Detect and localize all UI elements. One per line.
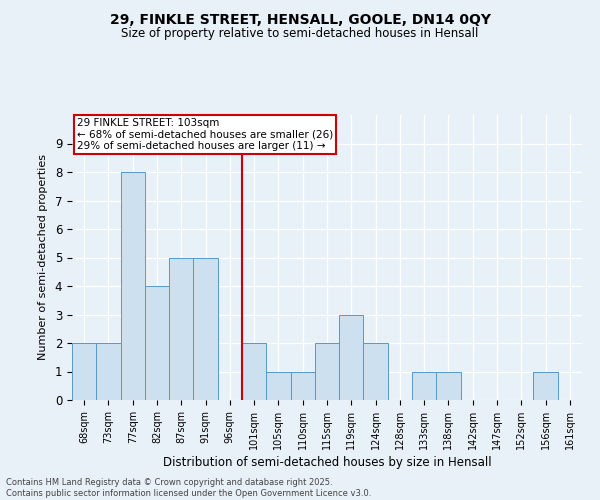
- Text: Size of property relative to semi-detached houses in Hensall: Size of property relative to semi-detach…: [121, 28, 479, 40]
- Bar: [72, 343, 96, 400]
- Bar: [266, 372, 290, 400]
- Bar: [242, 343, 266, 400]
- Text: 29 FINKLE STREET: 103sqm
← 68% of semi-detached houses are smaller (26)
29% of s: 29 FINKLE STREET: 103sqm ← 68% of semi-d…: [77, 118, 334, 151]
- Bar: [533, 372, 558, 400]
- X-axis label: Distribution of semi-detached houses by size in Hensall: Distribution of semi-detached houses by …: [163, 456, 491, 469]
- Bar: [121, 172, 145, 400]
- Text: 29, FINKLE STREET, HENSALL, GOOLE, DN14 0QY: 29, FINKLE STREET, HENSALL, GOOLE, DN14 …: [110, 12, 491, 26]
- Bar: [339, 314, 364, 400]
- Text: Contains HM Land Registry data © Crown copyright and database right 2025.
Contai: Contains HM Land Registry data © Crown c…: [6, 478, 371, 498]
- Bar: [364, 343, 388, 400]
- Bar: [315, 343, 339, 400]
- Bar: [436, 372, 461, 400]
- Y-axis label: Number of semi-detached properties: Number of semi-detached properties: [38, 154, 48, 360]
- Bar: [169, 258, 193, 400]
- Bar: [193, 258, 218, 400]
- Bar: [412, 372, 436, 400]
- Bar: [145, 286, 169, 400]
- Bar: [290, 372, 315, 400]
- Bar: [96, 343, 121, 400]
